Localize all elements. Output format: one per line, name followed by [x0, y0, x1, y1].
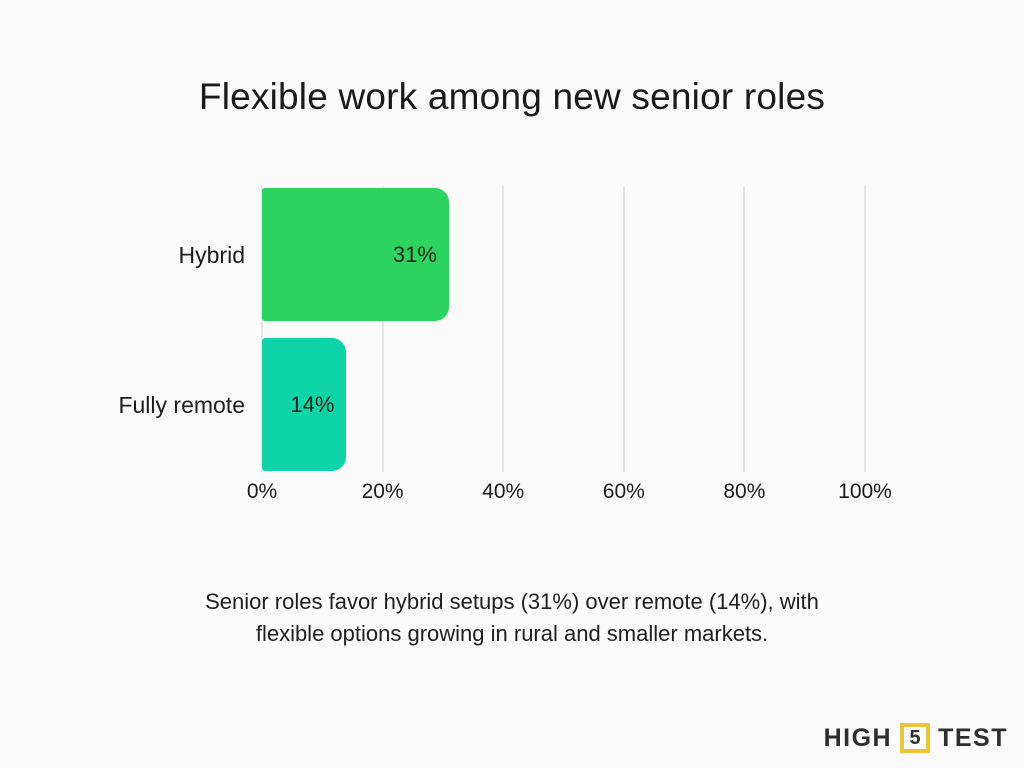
- gridline: [622, 186, 625, 472]
- caption-line-1: Senior roles favor hybrid setups (31%) o…: [205, 589, 819, 614]
- x-axis-tick-label: 60%: [602, 480, 645, 503]
- chart-title: Flexible work among new senior roles: [198, 76, 826, 117]
- x-axis-tick-label: 40%: [482, 480, 525, 503]
- gridline: [381, 186, 384, 472]
- gridline: [743, 186, 746, 472]
- category-label: Fully remote: [118, 391, 245, 418]
- category-label: Hybrid: [178, 241, 245, 268]
- logo-number-5-box: 5: [900, 723, 931, 753]
- x-axis-tick-label: 80%: [723, 480, 766, 503]
- x-axis-tick-label: 100%: [838, 480, 892, 503]
- gridline: [502, 186, 505, 472]
- bar-hybrid: 31%: [262, 188, 449, 321]
- logo-text-high: HIGH: [823, 723, 893, 752]
- x-axis-tick-label: 20%: [361, 480, 404, 503]
- gridline: [864, 186, 866, 472]
- x-axis-tick-label: 0%: [246, 480, 278, 503]
- bar-fully-remote: 14%: [262, 338, 347, 471]
- chart-caption: Senior roles favor hybrid setups (31%) o…: [0, 586, 1024, 650]
- logo-text-test: TEST: [938, 723, 1008, 752]
- gridline: [261, 186, 263, 472]
- high5test-logo: HIGH 5 TEST: [824, 723, 1008, 753]
- caption-line-2: flexible options growing in rural and sm…: [255, 621, 769, 646]
- bar-value-label: 31%: [392, 241, 437, 267]
- bar-value-label: 14%: [290, 391, 335, 417]
